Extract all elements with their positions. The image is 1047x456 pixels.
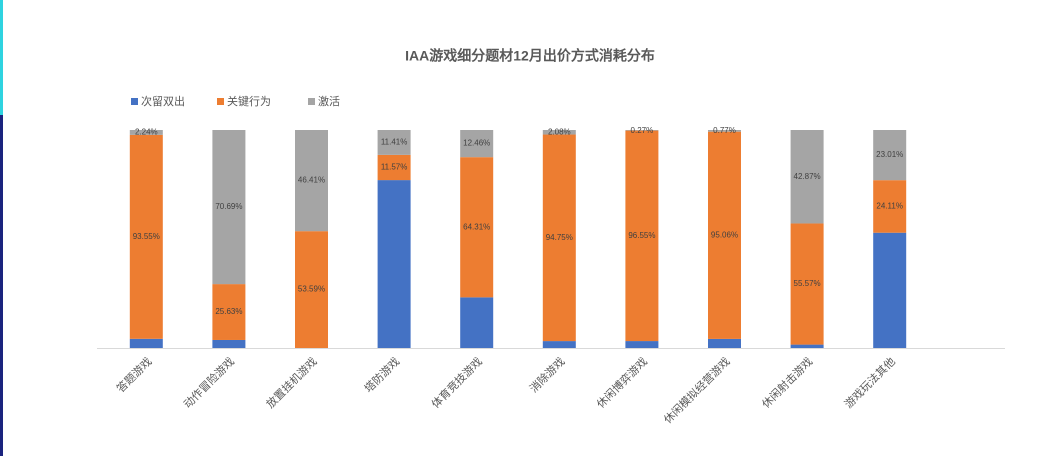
bar-segment — [542, 130, 576, 135]
bar-segment — [708, 131, 741, 339]
bar-segment — [377, 180, 411, 348]
edge-accent — [0, 115, 3, 456]
x-tick-label: 放置挂机游戏 — [263, 354, 320, 411]
value-label: 24.11% — [876, 202, 903, 211]
legend-label: 激活 — [318, 94, 340, 108]
value-label: 64.31% — [463, 222, 490, 231]
bar-segment — [295, 231, 328, 348]
value-label: 42.87% — [794, 172, 821, 181]
bar-segment — [460, 130, 494, 158]
bar-segment — [377, 130, 411, 155]
x-tick-label: 消除游戏 — [526, 354, 567, 395]
legend-swatch — [217, 98, 224, 105]
value-label: 2.24% — [135, 128, 158, 137]
bar-segment — [708, 338, 741, 348]
value-label: 0.77% — [713, 126, 736, 135]
legend-label: 次留双出 — [141, 94, 185, 108]
value-label: 11.41% — [381, 138, 408, 147]
x-tick-label: 答题游戏 — [113, 354, 154, 395]
bar-segment — [708, 130, 741, 132]
value-label: 93.55% — [133, 232, 160, 241]
value-label: 12.46% — [463, 139, 490, 148]
chart-title: IAA游戏细分题材12月出价方式消耗分布 — [405, 48, 655, 64]
value-label: 25.63% — [215, 307, 242, 316]
x-tick-label: 动作冒险游戏 — [181, 354, 238, 411]
bar-segment — [295, 130, 328, 232]
bar-segment — [460, 297, 494, 348]
legend-swatch — [308, 98, 315, 105]
x-tick-label: 游戏玩法其他 — [841, 354, 898, 411]
bar-segment — [377, 154, 411, 181]
x-tick-label: 体育竞技游戏 — [428, 354, 485, 411]
bar-segment — [873, 180, 907, 233]
value-label: 70.69% — [215, 202, 242, 211]
bar-segment — [129, 134, 163, 339]
bar-segment — [129, 338, 163, 348]
bar-segment — [129, 130, 163, 135]
value-label: 95.06% — [711, 230, 738, 239]
legend-swatch — [131, 98, 138, 105]
bar-segment — [790, 130, 824, 224]
value-label: 23.01% — [876, 150, 903, 159]
bar-segment — [873, 232, 907, 348]
legend-label: 关键行为 — [227, 94, 271, 108]
value-label: 46.41% — [298, 176, 325, 185]
value-label: 0.27% — [631, 126, 654, 135]
bar-segment — [460, 157, 494, 298]
value-label: 55.57% — [794, 279, 821, 288]
bar-segment — [625, 130, 659, 342]
bar-segment — [542, 134, 576, 342]
bar-segment — [542, 341, 576, 348]
x-tick-label: 休闲博弈游戏 — [594, 354, 651, 411]
value-label: 11.57% — [381, 163, 408, 172]
bar-segment — [790, 223, 824, 345]
value-label: 94.75% — [546, 233, 573, 242]
edge-accent — [0, 0, 3, 115]
value-label: 2.08% — [548, 127, 571, 136]
bar-segment — [790, 344, 824, 348]
x-tick-label: 休闲模拟经营游戏 — [661, 354, 733, 426]
x-tick-label: 休闲射击游戏 — [759, 354, 816, 411]
bar-segment — [873, 130, 907, 181]
bar-segment — [212, 130, 246, 285]
bar-segment — [625, 341, 659, 348]
x-tick-label: 塔防游戏 — [361, 354, 402, 395]
bar-segment — [212, 284, 246, 340]
value-label: 53.59% — [298, 285, 325, 294]
bar-segment — [212, 339, 246, 348]
value-label: 96.55% — [628, 231, 655, 240]
bar-segment — [625, 130, 659, 131]
